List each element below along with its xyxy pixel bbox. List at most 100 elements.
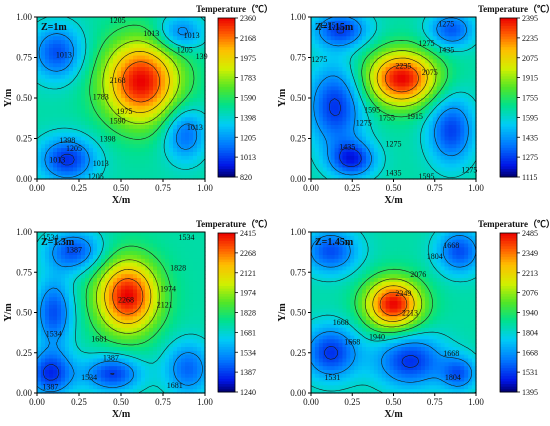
heatmap-cell [149, 117, 154, 122]
colorbar-swatch [500, 108, 517, 112]
heatmap-cell [121, 67, 126, 72]
heatmap-cell [326, 71, 332, 76]
heatmap-cell [421, 47, 426, 53]
heatmap-cell [77, 28, 82, 34]
heatmap-cell [53, 327, 58, 333]
heatmap-cell [73, 293, 78, 298]
heatmap-cell [101, 301, 106, 306]
heatmap-cell [61, 74, 66, 80]
heatmap-cell [69, 144, 74, 149]
heatmap-cell [193, 86, 198, 91]
heatmap-cell [161, 293, 166, 298]
heatmap-cell [65, 308, 70, 314]
heatmap-cell [69, 297, 74, 302]
heatmap-cell [37, 105, 42, 111]
heatmap-cell [358, 101, 363, 107]
heatmap-cell [109, 266, 114, 271]
heatmap-cell [409, 121, 414, 126]
heatmap-cell [362, 17, 367, 22]
heatmap-cell [109, 113, 114, 118]
heatmap-cell [330, 98, 336, 103]
heatmap-cell [81, 278, 86, 283]
heatmap-cell [129, 98, 134, 103]
heatmap-cell [185, 331, 190, 337]
heatmap-cell [330, 44, 336, 49]
heatmap-cell [173, 308, 178, 314]
heatmap-cell [93, 82, 98, 88]
heatmap-cell [93, 281, 98, 287]
heatmap-cell [165, 90, 170, 95]
heatmap-cell [157, 148, 162, 153]
heatmap-cell [109, 239, 114, 245]
heatmap-cell [338, 140, 344, 145]
heatmap-cell [421, 121, 426, 126]
heatmap-cell [41, 32, 46, 37]
heatmap-cell [311, 71, 316, 76]
heatmap-cell [314, 167, 320, 172]
heatmap-cell [101, 47, 106, 53]
heatmap-cell [472, 63, 477, 68]
heatmap-cell [149, 239, 154, 245]
heatmap-cell [346, 113, 351, 118]
heatmap-cell [121, 251, 126, 256]
heatmap-cell [185, 82, 190, 88]
heatmap-cell [311, 132, 316, 138]
heatmap-cell [53, 125, 58, 130]
heatmap-cell [37, 140, 42, 145]
heatmap-cell [77, 17, 82, 22]
heatmap-cell [105, 293, 110, 298]
heatmap-cell [77, 40, 82, 45]
heatmap-cell [117, 82, 122, 88]
heatmap-cell [377, 132, 383, 138]
heatmap-cell [432, 132, 438, 138]
heatmap-cell [133, 293, 138, 298]
heatmap-cell [85, 251, 90, 256]
heatmap-cell [189, 98, 194, 103]
heatmap-cell [409, 24, 414, 30]
heatmap-cell [393, 44, 399, 49]
heatmap-cell [105, 86, 110, 91]
heatmap-cell [53, 320, 58, 325]
heatmap-cell [381, 32, 387, 37]
heatmap-cell [468, 32, 473, 37]
heatmap-cell [125, 132, 130, 138]
heatmap-cell [460, 51, 465, 57]
heatmap-cell [77, 308, 82, 314]
heatmap-cell [89, 55, 94, 61]
heatmap-cell [173, 327, 178, 333]
heatmap-cell [149, 36, 154, 41]
heatmap-cell [189, 320, 194, 325]
heatmap-cell [157, 266, 162, 271]
heatmap-cell [397, 59, 402, 64]
heatmap-cell [93, 105, 98, 111]
heatmap-cell [73, 105, 78, 111]
heatmap-cell [37, 301, 42, 306]
heatmap-cell [65, 113, 70, 118]
heatmap-cell [318, 136, 324, 142]
heatmap-cell [149, 304, 154, 310]
heatmap-cell [189, 167, 194, 172]
heatmap-cell [49, 51, 54, 57]
heatmap-cell [93, 243, 98, 248]
contour-value-label: 1975 [116, 107, 132, 116]
heatmap-cell [149, 297, 154, 302]
heatmap-cell [89, 32, 94, 37]
heatmap-cell [149, 167, 154, 172]
heatmap-cell [161, 67, 166, 72]
heatmap-cell [197, 20, 202, 26]
heatmap-cell [413, 44, 418, 49]
heatmap-cell [330, 71, 336, 76]
heatmap-cell [181, 105, 186, 111]
heatmap-cell [145, 255, 150, 260]
heatmap-cell [113, 98, 118, 103]
heatmap-cell [173, 105, 178, 111]
heatmap-cell [369, 90, 375, 95]
heatmap-cell [350, 171, 355, 176]
heatmap-cell [141, 308, 146, 314]
heatmap-cell [464, 32, 469, 37]
heatmap-cell [113, 293, 118, 298]
heatmap-cell [189, 82, 194, 88]
heatmap-cell [81, 105, 86, 111]
heatmap-cell [45, 274, 50, 279]
heatmap-cell [161, 148, 166, 153]
